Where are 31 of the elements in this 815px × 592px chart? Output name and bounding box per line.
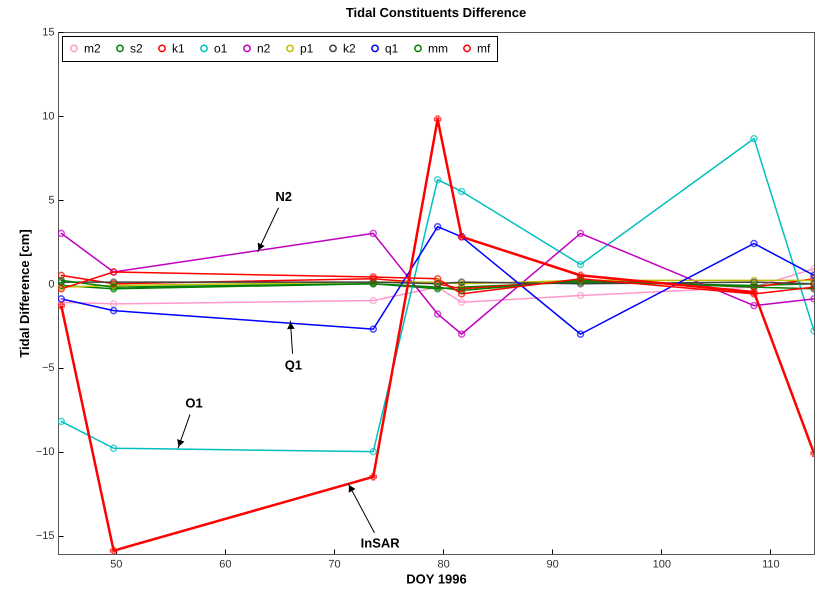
legend-label: k2 [343, 41, 356, 56]
legend-label: s2 [130, 41, 143, 56]
y-tick-label: 15 [42, 26, 54, 38]
y-tick-label: −5 [42, 362, 54, 374]
y-axis-title: Tidal Difference [cm] [16, 229, 32, 358]
annotation: O1 [185, 395, 203, 410]
y-tick-label: 0 [48, 278, 54, 290]
chart-title: Tidal Constituents Difference [346, 5, 526, 20]
annotation: Q1 [284, 358, 302, 373]
legend-label: m2 [84, 41, 101, 56]
y-tick-label: 10 [42, 110, 54, 122]
x-tick-label: 90 [546, 558, 559, 570]
x-tick-label: 60 [219, 558, 232, 570]
y-tick-label: −15 [36, 530, 54, 542]
annotation: N2 [275, 188, 292, 204]
annotation: InSAR [360, 536, 400, 551]
legend-label: mf [477, 41, 491, 56]
x-tick-label: 80 [437, 558, 450, 570]
legend-label: k1 [172, 41, 185, 56]
legend-label: p1 [300, 41, 314, 56]
legend-label: o1 [214, 41, 228, 56]
legend-label: q1 [385, 41, 399, 56]
x-tick-label: 70 [328, 558, 341, 570]
x-tick-label: 50 [110, 558, 122, 570]
legend-label: mm [428, 41, 448, 56]
y-tick-label: −10 [36, 446, 54, 458]
y-tick-label: 5 [48, 194, 54, 206]
legend-label: n2 [257, 41, 271, 56]
x-axis-title: DOY 1996 [406, 572, 467, 586]
x-tick-label: 100 [652, 558, 671, 570]
x-tick-label: 110 [762, 558, 780, 570]
